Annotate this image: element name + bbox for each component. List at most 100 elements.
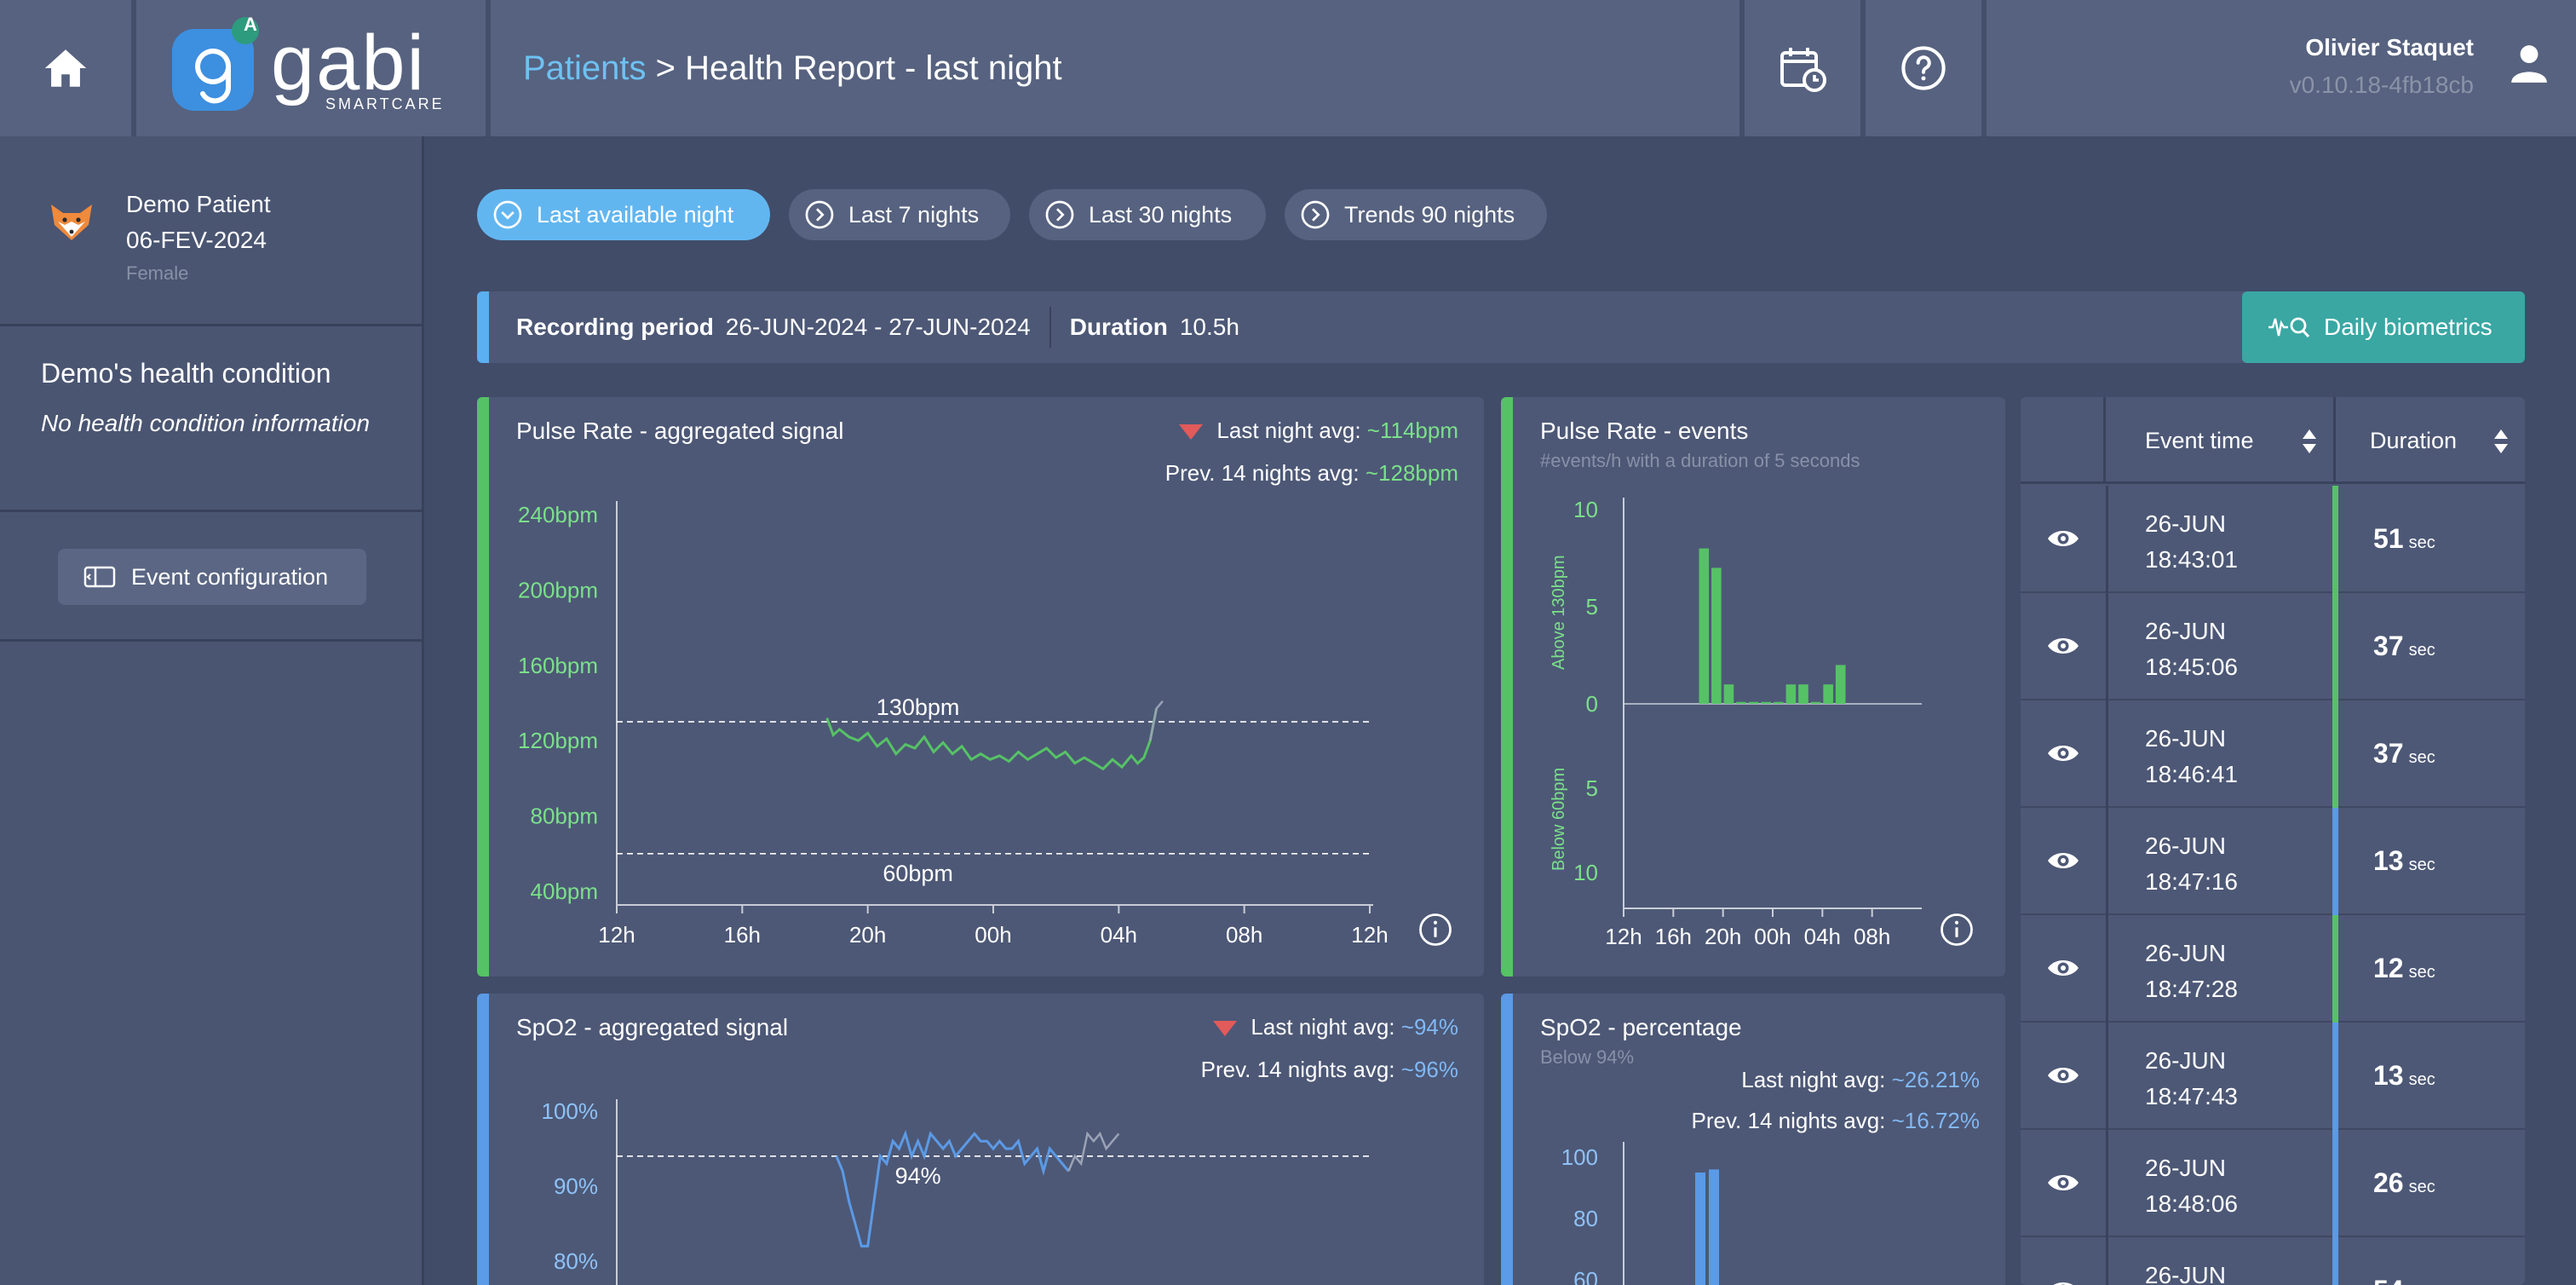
logo[interactable]: A gabi SMARTCARE xyxy=(136,0,486,136)
y-tick-label: 5 xyxy=(1586,775,1598,801)
y-tick-label: 40bpm xyxy=(531,879,599,904)
patient-name: Demo Patient xyxy=(126,191,271,217)
logo-subtext: SMARTCARE xyxy=(325,95,445,112)
duration-unit: sec xyxy=(2408,963,2435,982)
x-tick-label: 20h xyxy=(1705,924,1741,949)
x-tick-label: 00h xyxy=(1754,924,1791,949)
logo-badge: A xyxy=(244,14,257,35)
pulse-rate-events-chart: 10 5 0 5 10 Above 130bpm Below 60bpm 12h 16h 20h 0… xyxy=(1550,497,1922,949)
help-icon xyxy=(1901,46,1946,90)
event-bar xyxy=(1711,568,1722,704)
table-row[interactable]: 26-JUN 18:43:01 51 sec xyxy=(2021,486,2525,593)
event-time-column-header[interactable]: Event time xyxy=(2106,397,2336,484)
event-date: 26-JUN xyxy=(2145,510,2226,537)
eye-icon[interactable] xyxy=(2046,741,2080,765)
table-header: Event time Duration xyxy=(2021,397,2525,484)
period-last-7-nights[interactable]: Last 7 nights xyxy=(789,189,1010,240)
user-menu[interactable]: Olivier Staquet v0.10.18-4fb18cb xyxy=(1987,0,2576,136)
sort-icon[interactable] xyxy=(2301,428,2318,455)
home-button[interactable] xyxy=(0,0,131,136)
sidebar: Demo Patient 06-FEV-2024 Female Demo's h… xyxy=(0,136,424,1285)
prev-14-nights-avg: Prev. 14 nights avg: ~16.72% xyxy=(1691,1108,1980,1133)
eye-icon[interactable] xyxy=(2046,634,2080,658)
y-tick-label: 10 xyxy=(1573,497,1598,522)
table-row[interactable]: 26-JUN 18:48:06 26 sec xyxy=(2021,1130,2525,1237)
event-date: 26-JUN xyxy=(2145,618,2226,644)
sort-icon[interactable] xyxy=(2493,428,2510,455)
help-button[interactable] xyxy=(1866,0,1981,136)
event-duration: 12 sec xyxy=(2373,953,2435,983)
event-clock: 18:48:06 xyxy=(2145,1190,2238,1217)
table-row[interactable]: 26-JUN 18:47:43 13 sec xyxy=(2021,1023,2525,1130)
event-type-bar xyxy=(2332,915,2338,1023)
event-bar xyxy=(1761,701,1771,704)
daily-biometrics-label: Daily biometrics xyxy=(2324,314,2493,340)
event-configuration-button[interactable]: Event configuration xyxy=(58,549,366,605)
eye-icon[interactable] xyxy=(2046,1171,2080,1195)
x-tick-label: 08h xyxy=(1854,924,1890,949)
event-date: 26-JUN xyxy=(2145,725,2226,752)
patient-avatar-fox-icon xyxy=(51,205,92,240)
health-condition-info: No health condition information xyxy=(41,410,371,436)
period-last-available-night[interactable]: Last available night xyxy=(477,189,770,240)
event-clock: 18:47:16 xyxy=(2145,868,2238,895)
patient-sex: Female xyxy=(126,262,189,284)
event-type-bar xyxy=(2332,593,2338,700)
event-duration: 37 sec xyxy=(2373,738,2435,769)
breadcrumb-patients-link[interactable]: Patients xyxy=(523,49,647,87)
event-type-bar xyxy=(2332,700,2338,808)
percentage-bar xyxy=(1709,1169,1719,1285)
period-label: Last 30 nights xyxy=(1089,201,1233,228)
event-date: 26-JUN xyxy=(2145,1047,2226,1074)
duration-label: Duration xyxy=(1069,314,1168,340)
period-last-30-nights[interactable]: Last 30 nights xyxy=(1029,189,1266,240)
daily-biometrics-button[interactable]: Daily biometrics xyxy=(2242,291,2525,363)
event-bar xyxy=(1785,684,1797,704)
calendar-clock-icon xyxy=(1780,48,1826,92)
y-tick-label: 80% xyxy=(554,1248,598,1274)
table-row[interactable]: 26-JUN 54sec xyxy=(2021,1237,2525,1285)
last-night-avg-value: ~94% xyxy=(1400,1014,1458,1040)
duration-column-header[interactable]: Duration xyxy=(2336,397,2525,484)
eye-icon[interactable] xyxy=(2046,1278,2080,1285)
event-bar xyxy=(1823,684,1833,704)
table-row[interactable]: 26-JUN 18:47:16 13 sec xyxy=(2021,808,2525,915)
panel-title: Pulse Rate - aggregated signal xyxy=(516,418,844,444)
event-time: 26-JUN xyxy=(2145,1258,2226,1285)
period-trends-90-nights[interactable]: Trends 90 nights xyxy=(1285,189,1547,240)
last-night-avg-value: ~114bpm xyxy=(1366,418,1458,443)
info-icon[interactable] xyxy=(1939,912,1975,948)
patient-dob: 06-FEV-2024 xyxy=(126,227,267,253)
x-tick-label: 00h xyxy=(975,922,1011,948)
info-icon[interactable] xyxy=(1417,912,1453,948)
table-row[interactable]: 26-JUN 18:47:28 12 sec xyxy=(2021,915,2525,1023)
x-tick-label: 04h xyxy=(1101,922,1137,948)
chevron-right-circle-icon xyxy=(1301,200,1330,229)
eye-icon[interactable] xyxy=(2046,1063,2080,1087)
x-tick-label: 16h xyxy=(724,922,761,948)
lower-axis-label: Below 60bpm xyxy=(1550,768,1568,871)
calendar-button[interactable] xyxy=(1745,0,1860,136)
period-label: Trends 90 nights xyxy=(1344,201,1515,228)
eye-icon[interactable] xyxy=(2046,849,2080,873)
upper-axis-label: Above 130bpm xyxy=(1550,555,1568,670)
pulse-rate-signal-panel: 240bpm 200bpm 160bpm 120bpm 80bpm 40bpm 12h 16h… xyxy=(477,397,1484,977)
event-time: 26-JUN 18:46:41 xyxy=(2145,721,2238,792)
prev-avg-value: ~128bpm xyxy=(1365,460,1458,486)
panel-title: SpO2 - percentage xyxy=(1540,1014,1742,1040)
eye-icon[interactable] xyxy=(2046,956,2080,980)
threshold-label: 130bpm xyxy=(877,694,960,720)
event-config-icon xyxy=(83,566,116,588)
event-clock: 18:47:43 xyxy=(2145,1083,2238,1109)
eye-icon[interactable] xyxy=(2046,527,2080,550)
event-time: 26-JUN 18:47:43 xyxy=(2145,1043,2238,1115)
x-tick-label: 08h xyxy=(1226,922,1262,948)
prev-avg-value: ~96% xyxy=(1400,1057,1458,1082)
event-duration: 26 sec xyxy=(2373,1167,2435,1198)
panel-subtitle: Below 94% xyxy=(1540,1046,1635,1068)
table-row[interactable]: 26-JUN 18:45:06 37 sec xyxy=(2021,593,2525,700)
prev-avg-value: ~16.72% xyxy=(1891,1108,1980,1133)
table-row[interactable]: 26-JUN 18:46:41 37 sec xyxy=(2021,700,2525,808)
prev-14-nights-avg: Prev. 14 nights avg: ~128bpm xyxy=(1164,460,1458,486)
duration-unit: sec xyxy=(2408,533,2435,552)
